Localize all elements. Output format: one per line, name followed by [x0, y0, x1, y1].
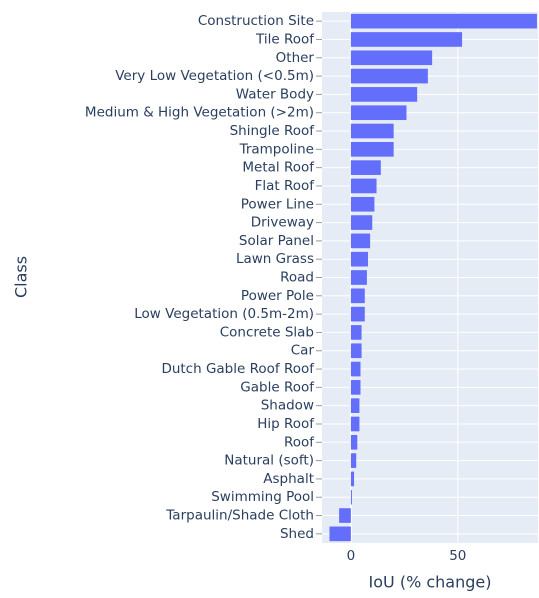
y-tick-label: Dutch Gable Roof Roof: [161, 361, 315, 377]
bar: [350, 50, 433, 66]
y-tick-label: Car: [291, 343, 315, 359]
y-tick-label: Power Pole: [241, 288, 314, 304]
y-tick-label: Natural (soft): [224, 453, 314, 469]
y-tick-label: Construction Site: [198, 13, 314, 29]
bar: [350, 87, 418, 102]
y-tick-label: Metal Roof: [242, 160, 315, 176]
bar: [339, 508, 351, 523]
y-tick-label: Medium & High Vegetation (>2m): [85, 105, 314, 121]
bar: [350, 361, 361, 377]
bar: [350, 123, 394, 139]
y-tick-label: Trampoline: [239, 141, 314, 157]
bar: [350, 343, 362, 359]
y-tick-label: Hip Roof: [257, 416, 315, 432]
y-tick-label: Shingle Roof: [230, 123, 316, 139]
bar: [350, 13, 537, 29]
bar: [350, 178, 377, 194]
bar: [350, 325, 362, 340]
y-tick-label: Solar Panel: [239, 233, 314, 249]
y-tick-label: Very Low Vegetation (<0.5m): [115, 68, 314, 84]
bar: [350, 489, 352, 505]
bar: [350, 32, 463, 47]
bar: [350, 251, 368, 267]
y-tick-label: Water Body: [236, 86, 314, 102]
bar: [350, 398, 360, 413]
bar: [350, 306, 365, 322]
bar: [350, 142, 394, 157]
y-tick-label: Flat Roof: [255, 178, 316, 194]
bar: [350, 215, 373, 230]
bar: [350, 233, 371, 249]
bar: [350, 196, 375, 212]
y-tick-label: Shed: [280, 526, 314, 542]
bar: [350, 434, 358, 450]
y-tick-label: Swimming Pool: [211, 489, 314, 505]
y-tick-label: Road: [280, 270, 314, 286]
y-tick-label: Other: [276, 50, 315, 66]
bar: [350, 416, 360, 432]
y-tick-label: Tarpaulin/Shade Cloth: [165, 508, 314, 524]
bar: [350, 68, 428, 84]
y-tick-label: Roof: [284, 434, 315, 450]
bar: [350, 160, 381, 175]
bar: [350, 380, 361, 395]
y-tick-label: Gable Roof: [240, 379, 315, 395]
bar: [350, 288, 365, 304]
y-tick-label: Asphalt: [263, 471, 314, 487]
bar: [350, 453, 357, 468]
y-tick-label: Driveway: [251, 215, 314, 231]
x-axis-title: IoU (% change): [369, 573, 492, 592]
y-tick-label: Lawn Grass: [236, 251, 314, 267]
x-tick-label: 0: [347, 548, 356, 564]
x-tick-label: 50: [449, 548, 466, 564]
bar: [329, 526, 351, 542]
y-tick-label: Power Line: [241, 196, 314, 212]
bar: [350, 270, 367, 285]
y-tick-label: Low Vegetation (0.5m-2m): [134, 306, 314, 322]
y-tick-label: Concrete Slab: [220, 324, 314, 340]
y-tick-label: Tile Roof: [255, 31, 315, 47]
y-tick-label: Shadow: [261, 398, 314, 414]
bar: [350, 105, 407, 121]
bar: [350, 471, 355, 487]
y-axis-title: Class: [12, 256, 31, 298]
